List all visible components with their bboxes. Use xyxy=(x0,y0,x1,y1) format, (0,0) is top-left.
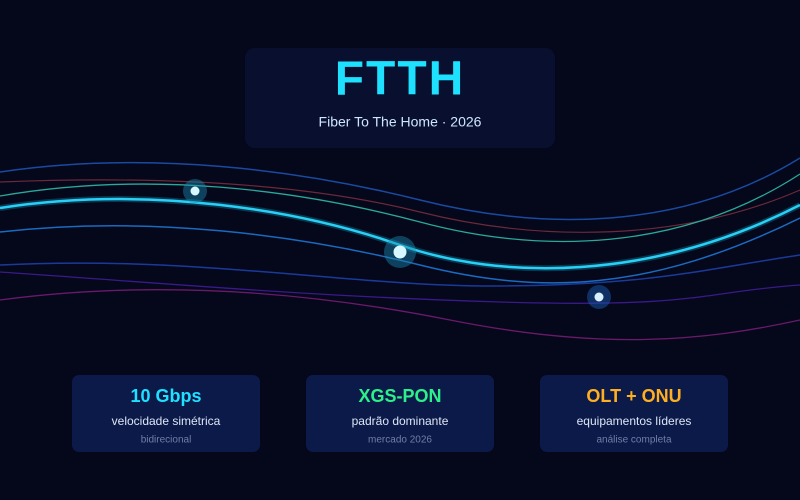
fiber-line xyxy=(0,179,800,233)
card-value: 10 Gbps xyxy=(130,386,201,406)
card-value: OLT + ONU xyxy=(586,386,681,406)
node xyxy=(594,292,604,302)
cards: 10 Gbps velocidade simétrica bidirecional X… xyxy=(72,375,728,452)
card-note: análise completa xyxy=(596,435,671,446)
fiber-line xyxy=(0,157,800,221)
fiber-line-main xyxy=(0,197,800,270)
card xyxy=(72,375,260,452)
fiber-line xyxy=(0,288,800,341)
card-label: padrão dominante xyxy=(352,414,449,428)
node xyxy=(393,245,407,259)
fiber-line xyxy=(0,271,800,304)
card xyxy=(306,375,494,452)
card-note: mercado 2026 xyxy=(368,435,432,446)
title: FTTH xyxy=(335,53,466,106)
card-label: equipamentos líderes xyxy=(577,414,692,428)
card-note: bidirecional xyxy=(141,435,192,446)
subtitle: Fiber To The Home · 2026 xyxy=(319,114,482,130)
header-box xyxy=(245,48,555,148)
card-value: XGS-PON xyxy=(358,386,441,406)
fiber-line xyxy=(0,254,800,287)
card-label: velocidade simétrica xyxy=(112,414,221,428)
fiber-lines xyxy=(0,157,800,341)
card xyxy=(540,375,728,452)
node xyxy=(190,186,200,196)
nodes xyxy=(183,179,611,309)
fiber-line xyxy=(0,173,800,243)
fiber-line xyxy=(0,217,800,284)
